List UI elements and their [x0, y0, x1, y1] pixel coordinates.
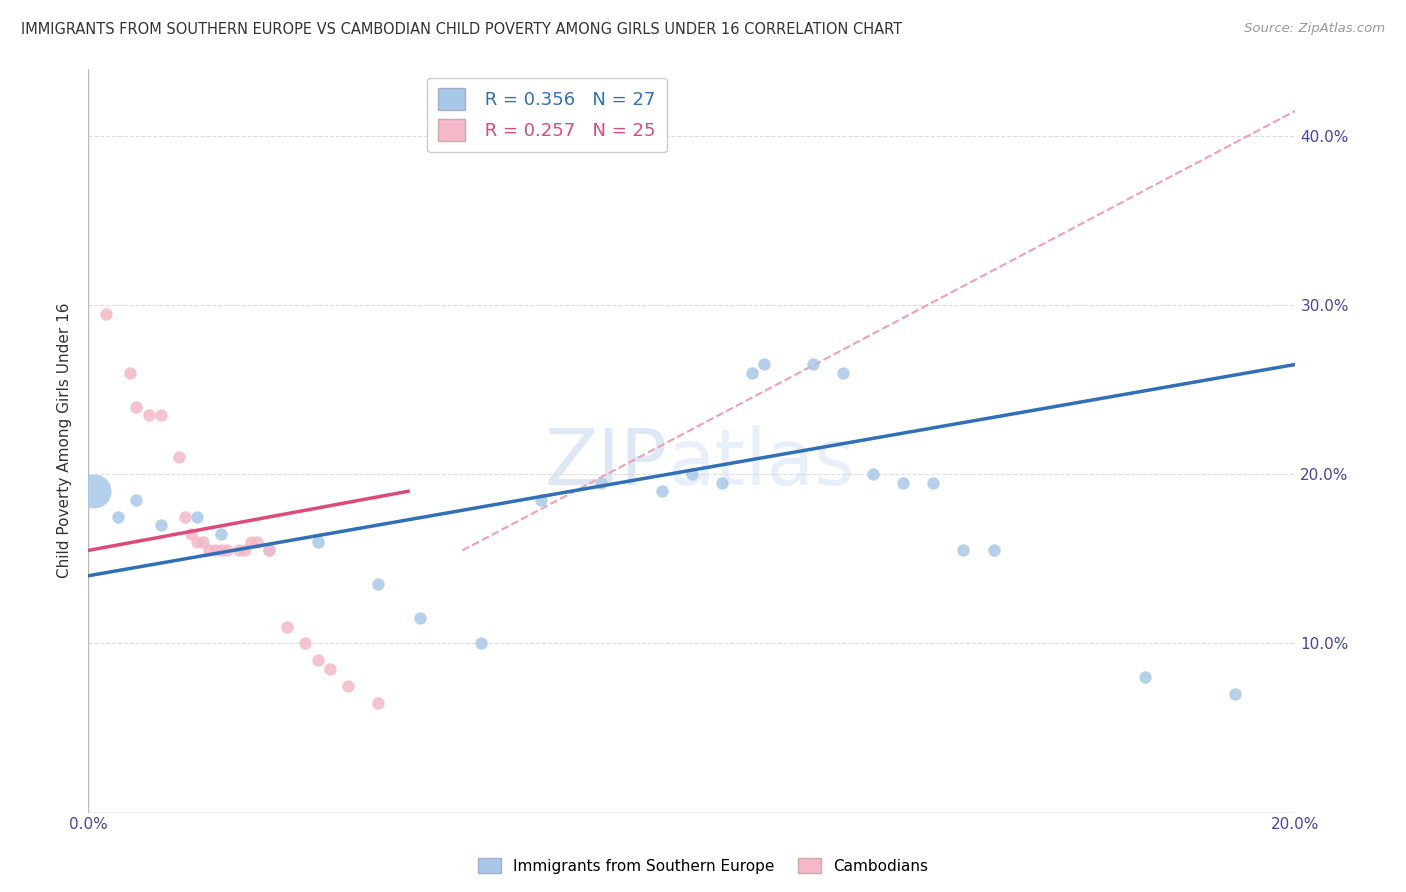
Point	[96, 307, 118, 321]
Text: atlas: atlas	[668, 425, 855, 500]
Point	[831, 366, 853, 380]
Point	[198, 543, 221, 558]
Point	[681, 467, 703, 482]
Point	[801, 358, 824, 372]
Point	[167, 450, 190, 465]
Point	[276, 619, 298, 633]
Point	[233, 543, 256, 558]
Point	[922, 475, 945, 490]
Point	[149, 518, 172, 533]
Point	[204, 543, 226, 558]
Point	[240, 535, 263, 549]
Point	[107, 509, 129, 524]
Point	[228, 543, 250, 558]
Point	[862, 467, 884, 482]
Point	[983, 543, 1005, 558]
Point	[294, 636, 316, 650]
Point	[125, 400, 148, 414]
Point	[186, 535, 208, 549]
Point	[307, 535, 329, 549]
Point	[186, 509, 208, 524]
Text: IMMIGRANTS FROM SOUTHERN EUROPE VS CAMBODIAN CHILD POVERTY AMONG GIRLS UNDER 16 : IMMIGRANTS FROM SOUTHERN EUROPE VS CAMBO…	[21, 22, 903, 37]
Text: ZIP: ZIP	[544, 425, 668, 500]
Point	[891, 475, 914, 490]
Point	[191, 535, 214, 549]
Point	[409, 611, 432, 625]
Point	[367, 696, 389, 710]
Point	[173, 509, 195, 524]
Point	[1133, 670, 1156, 684]
Point	[754, 358, 776, 372]
Point	[120, 366, 142, 380]
Point	[318, 662, 340, 676]
Legend: Immigrants from Southern Europe, Cambodians: Immigrants from Southern Europe, Cambodi…	[472, 852, 934, 880]
Point	[83, 484, 105, 499]
Point	[125, 492, 148, 507]
Point	[741, 366, 763, 380]
Point	[530, 492, 553, 507]
Point	[138, 408, 160, 422]
Point	[591, 475, 613, 490]
Point	[180, 526, 202, 541]
Point	[470, 636, 492, 650]
Point	[246, 535, 269, 549]
Point	[257, 543, 280, 558]
Point	[149, 408, 172, 422]
Point	[711, 475, 734, 490]
Point	[1223, 687, 1246, 701]
Point	[209, 526, 232, 541]
Point	[651, 484, 673, 499]
Point	[209, 543, 232, 558]
Y-axis label: Child Poverty Among Girls Under 16: Child Poverty Among Girls Under 16	[58, 302, 72, 578]
Point	[307, 653, 329, 667]
Point	[367, 577, 389, 591]
Point	[215, 543, 238, 558]
Text: Source: ZipAtlas.com: Source: ZipAtlas.com	[1244, 22, 1385, 36]
Legend:  R = 0.356   N = 27,  R = 0.257   N = 25: R = 0.356 N = 27, R = 0.257 N = 25	[427, 78, 666, 153]
Point	[257, 543, 280, 558]
Point	[952, 543, 974, 558]
Point	[336, 679, 359, 693]
